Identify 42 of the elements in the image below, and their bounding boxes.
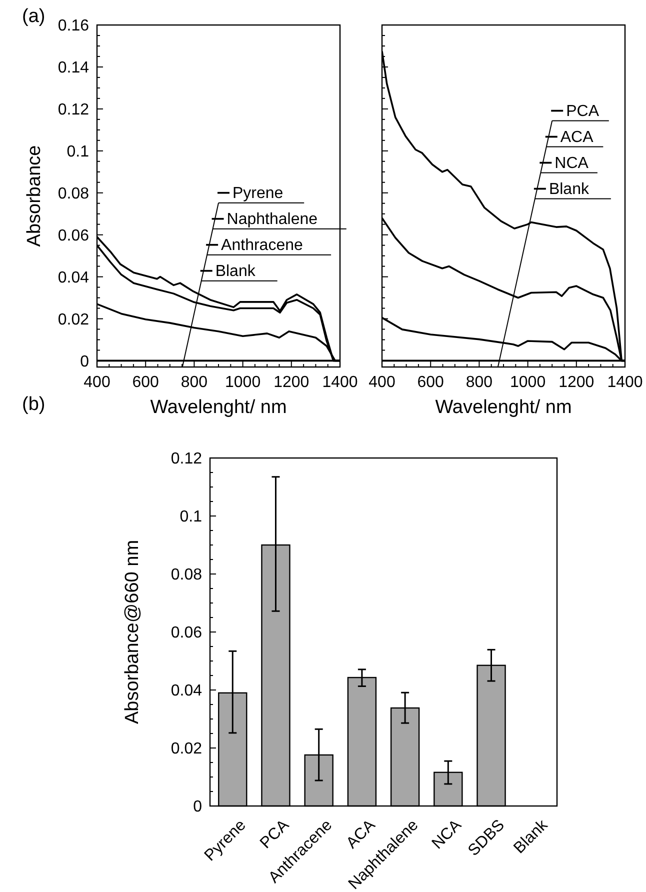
x-tick-label: 1000 [225, 374, 261, 391]
legend-label: NCA [554, 154, 589, 172]
y-tick-label: 0.04 [58, 269, 90, 286]
y-tick-label: 0 [80, 353, 90, 370]
y-tick-label: 0.12 [170, 450, 202, 468]
legend-label: Naphthalene [226, 210, 318, 228]
x-tick-label: 400 [84, 374, 110, 391]
x-tick-label: 800 [180, 374, 208, 391]
legend-label: Blank [215, 262, 256, 280]
y-tick-label: 0.08 [170, 566, 202, 584]
y-tick-label: 0.06 [170, 624, 202, 642]
x-tick-label: 400 [368, 374, 396, 391]
x-tick-label: 600 [132, 374, 160, 391]
legend-label: PCA [566, 102, 600, 120]
y-tick-label: 0.06 [58, 227, 90, 244]
legend-label: ACA [560, 128, 594, 146]
y-tick-label: 0.04 [170, 682, 202, 700]
y-axis-title: Absorbance@660 nm [122, 540, 143, 724]
legend-label: Anthracene [221, 236, 303, 254]
x-tick-label: 1400 [322, 374, 358, 391]
text: (a) [22, 6, 46, 27]
x-tick-label: 600 [417, 374, 444, 391]
text: (b) [22, 394, 46, 415]
x-tick-label: 1000 [510, 374, 546, 391]
y-tick-label: 0.1 [180, 508, 202, 526]
x-tick-label: 1400 [607, 374, 643, 391]
y-tick-label: 0.08 [58, 185, 90, 202]
y-tick-label: 0 [193, 798, 202, 816]
x-tick-label: 1200 [274, 374, 310, 391]
y-tick-label: 0.16 [58, 18, 90, 35]
x-axis-title: Wavelenght/ nm [150, 397, 287, 418]
x-axis-title: Wavelenght/ nm [435, 397, 572, 418]
legend-label: Pyrene [232, 184, 284, 202]
y-tick-label: 0.02 [58, 311, 90, 328]
y-axis-title: Absorbance [24, 145, 45, 247]
y-tick-label: 0.12 [58, 102, 90, 119]
x-tick-label: 800 [466, 374, 493, 391]
y-tick-label: 0.1 [66, 143, 90, 160]
y-tick-label: 0.02 [170, 740, 202, 758]
legend-label: Blank [548, 180, 590, 198]
x-tick-label: 1200 [558, 374, 594, 391]
y-tick-label: 0.14 [58, 60, 90, 77]
